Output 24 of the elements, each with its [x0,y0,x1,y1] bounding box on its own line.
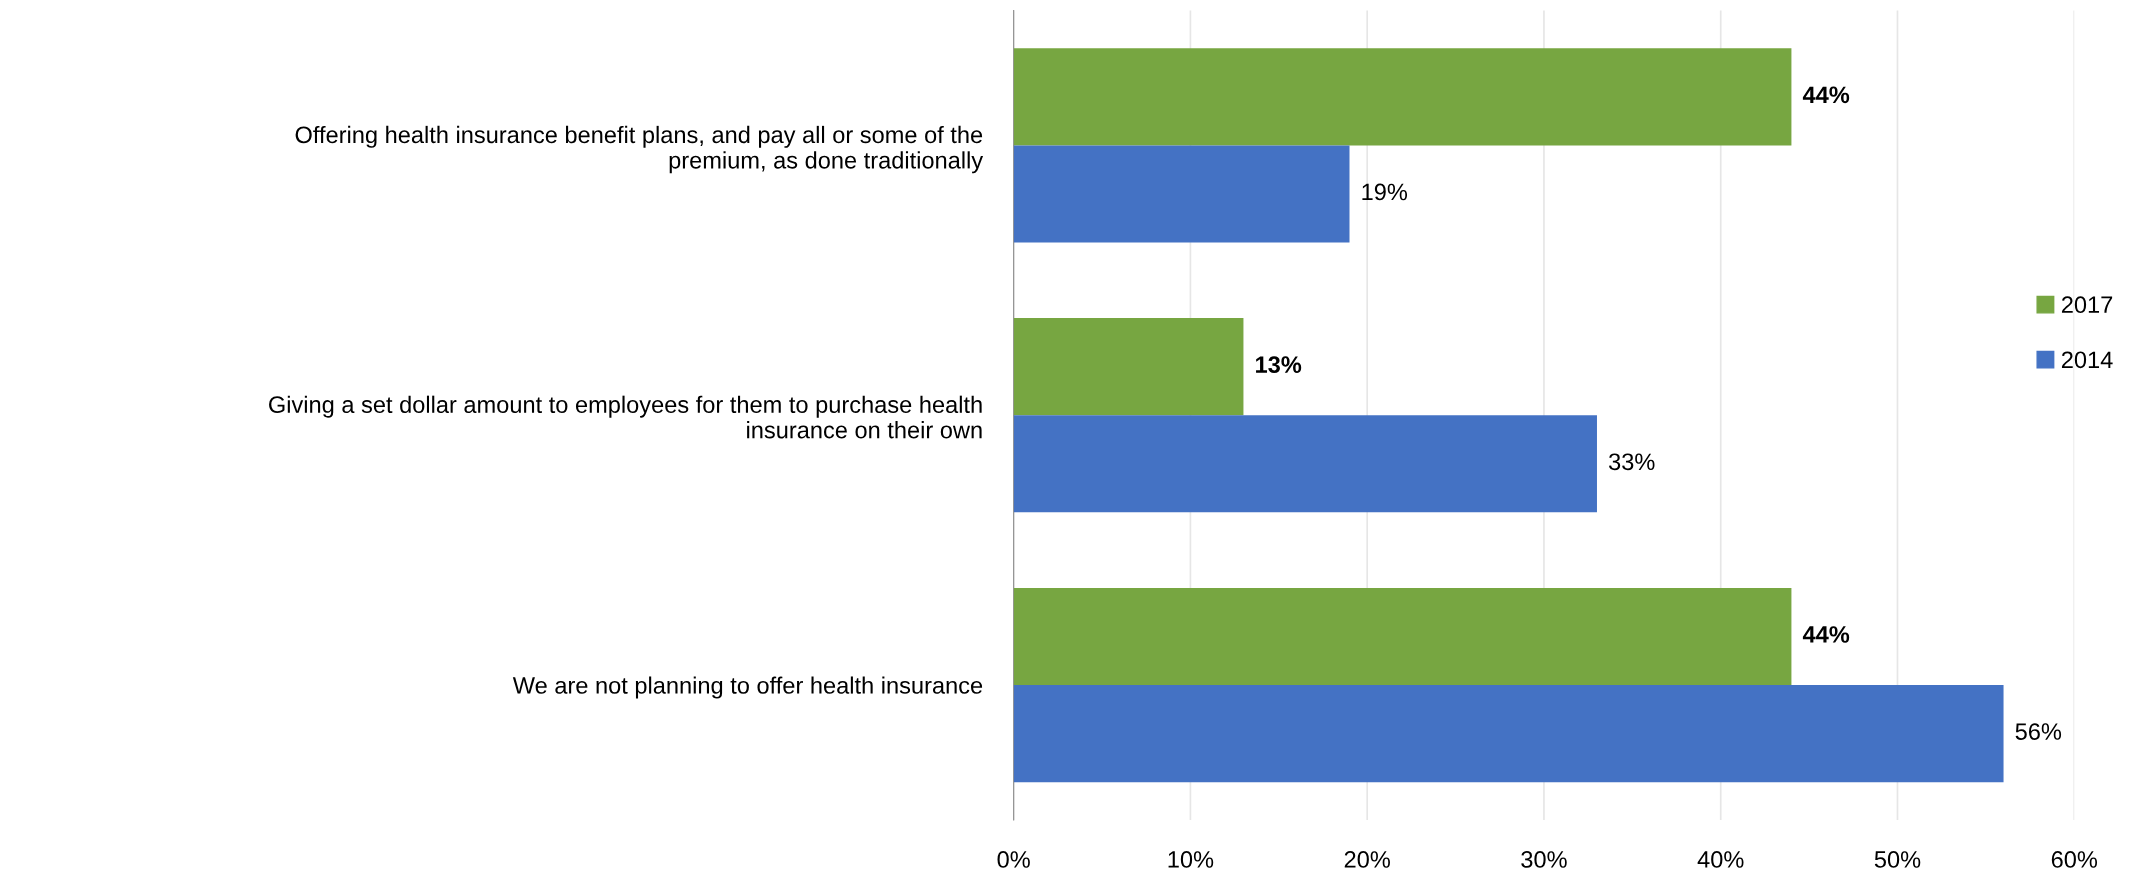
y-tick-label: Offering health insurance benefit plans, and pay all or some of the premium, as done traditionally [295,125,984,174]
bar [1013,145,1350,243]
y-tick-label: We are not planning to offer health insurance [512,676,983,699]
bar [1013,587,1792,686]
x-tick-label: 30% [1521,851,1567,868]
x-tick-label: 10% [1168,851,1214,868]
x-tick-label: 60% [2051,851,2098,868]
bar [1013,415,1597,513]
data-label: 44% [1802,626,1850,643]
bar [1013,318,1244,416]
data-label: 19% [1362,183,1408,201]
data-label: 44% [1802,86,1850,104]
data-label: 56% [2015,723,2062,740]
bar [1013,685,2004,783]
x-tick-label: 40% [1697,851,1744,868]
data-label: 13% [1256,356,1302,374]
x-tick-label: 0% [997,851,1030,868]
data-label: 33% [1608,453,1655,471]
y-tick-label: Giving a set dollar amount to employees for them to purchase health insurance on their own [269,395,982,439]
x-tick-label: 20% [1344,851,1390,868]
legend-label: 2014 [2061,351,2113,369]
x-tick-label: 50% [1874,851,1921,868]
bar [1013,48,1792,146]
legend-label: 2017 [2061,296,2113,314]
